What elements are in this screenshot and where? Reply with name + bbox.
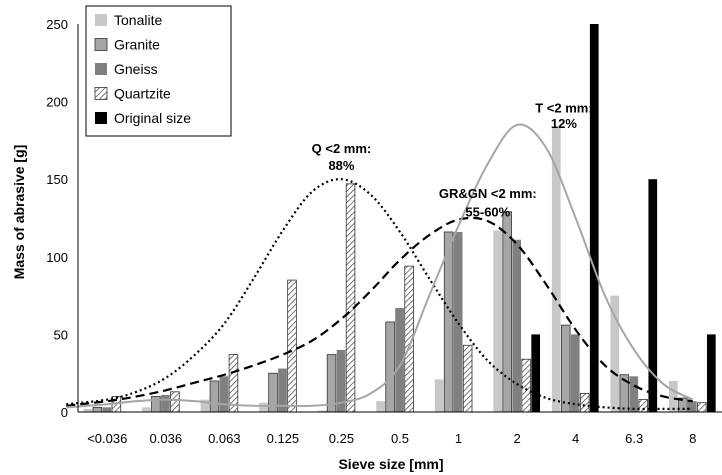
bar <box>259 402 268 412</box>
bar <box>560 324 571 413</box>
bar <box>462 344 473 413</box>
legend-swatch <box>95 63 107 75</box>
x-tick-label: 0.25 <box>329 431 354 446</box>
bar <box>668 380 678 412</box>
y-tick-label: 250 <box>46 17 68 32</box>
bar <box>345 183 356 413</box>
bar <box>502 211 512 413</box>
bar <box>551 127 561 412</box>
bar <box>287 279 297 413</box>
legend-swatch <box>94 38 108 51</box>
bar <box>209 380 220 413</box>
bar <box>219 376 229 412</box>
bar <box>92 406 103 413</box>
y-tick-label: 0 <box>61 405 68 420</box>
bar <box>395 308 404 412</box>
bar <box>570 334 580 412</box>
annotation-label: Q <2 mm: <box>312 141 372 156</box>
bar <box>200 399 210 412</box>
y-axis-title: Mass of abrasive [g] <box>11 145 27 280</box>
bar <box>610 295 620 412</box>
bar <box>278 368 287 412</box>
x-tick-label: 0.063 <box>208 431 241 446</box>
bar <box>336 349 346 412</box>
legend-swatch <box>95 112 107 124</box>
bar <box>512 239 522 412</box>
bar <box>493 230 503 412</box>
bars-group <box>83 24 716 413</box>
bar <box>638 399 649 413</box>
bar <box>589 24 599 412</box>
bar <box>83 408 93 412</box>
bar <box>579 392 590 413</box>
axes-group: 0 50 100 150 200 250 <0.036 0.036 0.063 0.125 0.25… <box>46 17 722 446</box>
y-tick-label: 200 <box>46 95 68 110</box>
x-tick-label: 0.5 <box>391 431 409 446</box>
legend-swatch <box>94 87 108 100</box>
bar <box>161 394 170 412</box>
annotation-label: GR&GN <2 mm: <box>439 186 537 201</box>
x-axis-title: Sieve size [mm] <box>338 456 443 472</box>
bar <box>170 391 180 413</box>
y-tick-label: 150 <box>46 172 68 187</box>
bar <box>385 321 395 413</box>
legend-label: Quartzite <box>114 86 171 102</box>
legend-box <box>85 5 232 137</box>
legend-label: Tonalite <box>114 12 162 28</box>
bar <box>102 407 112 412</box>
legend-label: Original size <box>114 110 191 126</box>
x-tick-label: 4 <box>572 431 579 446</box>
bar <box>648 179 658 412</box>
annotation-label: T <2 mm: <box>535 100 592 115</box>
legend-label: Granite <box>114 37 160 53</box>
annotations-group: T <2 mm:12% Q <2 mm: 88% GR&GN <2 mm: 55-60% <box>312 100 593 219</box>
fit-curves-group <box>66 123 694 411</box>
bar <box>228 354 239 413</box>
bar <box>521 358 531 413</box>
legend-swatch <box>95 14 107 26</box>
bar <box>376 401 385 412</box>
annotation-value: 12% <box>551 116 577 131</box>
x-tick-label: 0.036 <box>150 431 183 446</box>
fit-curve <box>66 178 693 411</box>
annotation-value: 55-60% <box>465 204 510 219</box>
x-tick-label: 8 <box>689 431 696 446</box>
fit-curve <box>66 216 693 407</box>
bar <box>142 407 151 412</box>
x-tick-label: 1 <box>455 431 462 446</box>
bar <box>434 379 444 412</box>
bar <box>687 401 697 412</box>
legend-label: Gneiss <box>114 61 158 77</box>
bar <box>706 334 716 412</box>
bar <box>317 410 327 412</box>
legend: Tonalite Granite Gneiss Quartzite Original s… <box>85 5 232 137</box>
x-tick-label: 2 <box>513 431 520 446</box>
bar <box>697 402 707 413</box>
x-tick-label: <0.036 <box>87 431 127 446</box>
bar <box>453 231 463 412</box>
annotation-value: 88% <box>328 158 354 173</box>
y-tick-label: 100 <box>46 250 68 265</box>
x-tick-label: 6.3 <box>625 431 643 446</box>
bar <box>629 376 639 412</box>
x-tick-label: 0.125 <box>267 431 300 446</box>
bar <box>531 334 541 412</box>
bar <box>443 231 454 413</box>
y-tick-label: 50 <box>54 327 68 342</box>
fit-curve <box>66 123 694 409</box>
